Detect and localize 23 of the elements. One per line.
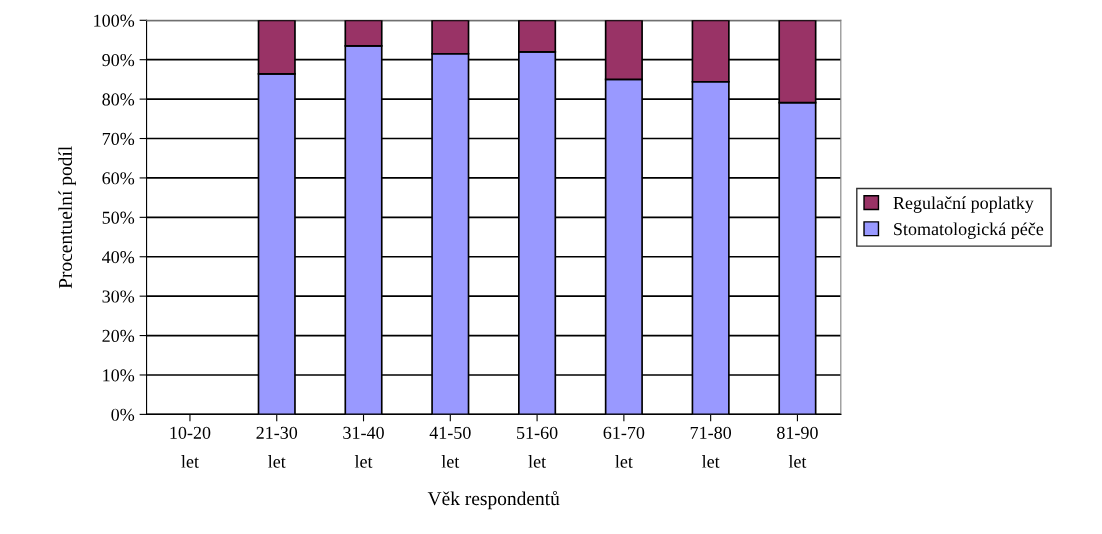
x-tick-label: 51-60 let — [517, 426, 558, 468]
x-tick-label: 81-90 let — [777, 426, 818, 468]
x-tick-label: 21-30 let — [256, 426, 298, 468]
x-axis-title: Věk respondentů — [427, 490, 560, 510]
y-tick-label: 50% — [102, 211, 135, 224]
y-tick-label: 90% — [102, 53, 135, 67]
y-tick-label: 20% — [102, 329, 135, 343]
legend-label: Stomatologická péče — [894, 222, 1044, 239]
legend-label: Regulační poplatky — [893, 196, 1034, 213]
y-tick-label: 0% — [111, 408, 135, 421]
y-axis-title: Procentuelní podíl — [58, 146, 76, 289]
y-tick-label: 100% — [94, 14, 135, 27]
x-tick-label: 10-20 let — [170, 426, 211, 468]
x-tick-label: 41-50 let — [429, 426, 471, 468]
x-tick-label: 31-40 let — [343, 426, 384, 468]
x-tick-label: 61-70 let — [603, 426, 645, 468]
y-tick-label: 80% — [102, 93, 135, 106]
y-tick-label: 10% — [103, 369, 135, 382]
y-tick-label: 60% — [102, 172, 135, 185]
y-tick-label: 40% — [102, 251, 135, 264]
x-tick-label: 71-80 let — [690, 426, 732, 468]
y-tick-label: 30% — [102, 290, 135, 303]
y-tick-label: 70% — [102, 132, 135, 146]
